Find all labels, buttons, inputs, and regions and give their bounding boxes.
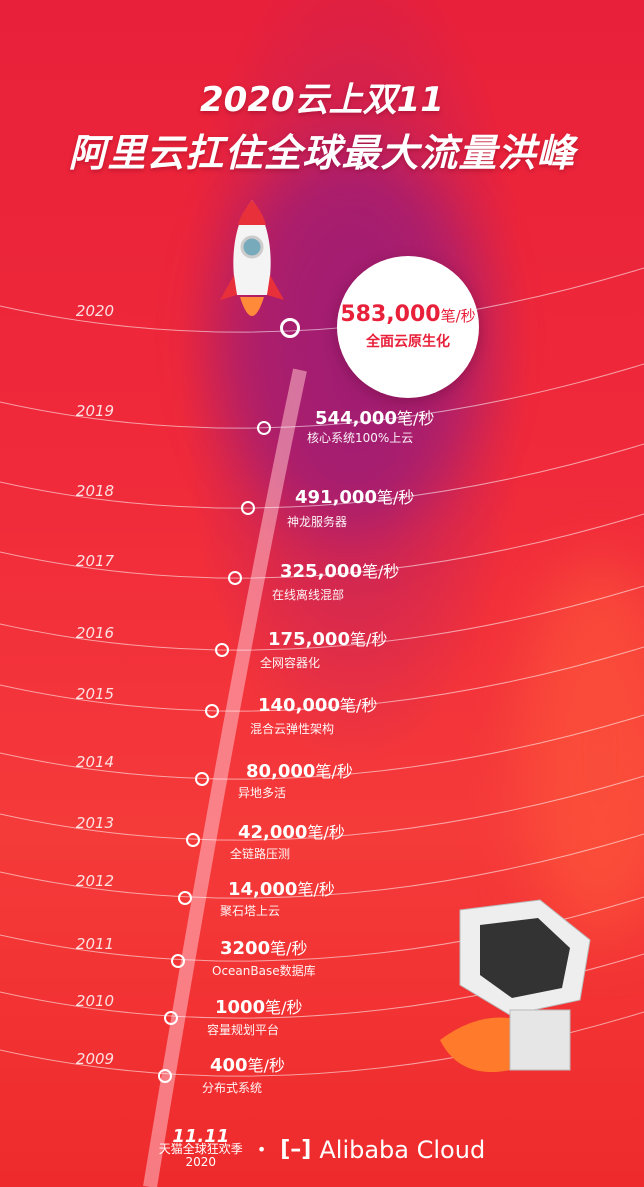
milestone-caption: 核心系统100%上云	[307, 431, 414, 445]
throughput-value: 1000笔/秒	[215, 994, 303, 1018]
throughput-number: 1000	[215, 997, 266, 1018]
milestone-caption: 聚石塔上云	[220, 904, 281, 918]
throughput-unit: 笔/秒	[307, 823, 345, 842]
highlight-circle: 583,000笔/秒 全面云原生化	[337, 256, 479, 398]
throughput-number: 400	[210, 1055, 248, 1076]
throughput-unit: 笔/秒	[339, 696, 378, 715]
milestone-caption: 异地多活	[238, 786, 287, 800]
highlight-caption: 全面云原生化	[366, 334, 450, 350]
year-label: 2013	[75, 814, 115, 832]
throughput-unit: 笔/秒	[315, 762, 353, 781]
year-label-2020: 2020	[75, 302, 115, 320]
year-label: 2011	[75, 935, 115, 953]
throughput-number: 3200	[220, 938, 271, 959]
throughput-value: 175,000笔/秒	[268, 626, 387, 650]
throughput-unit: 笔/秒	[349, 630, 388, 649]
throughput-number: 491,000	[295, 487, 377, 508]
milestone-caption: 容量规划平台	[207, 1023, 280, 1037]
timeline-dot	[205, 704, 219, 718]
timeline-dot	[257, 421, 271, 435]
year-label: 2014	[75, 753, 115, 771]
milestone-caption: 全网容器化	[260, 656, 321, 670]
throughput-number: 175,000	[268, 629, 350, 650]
milestone-caption: 在线离线混部	[272, 588, 345, 602]
footer: 11.11 天猫全球狂欢季 2020 • [–] Alibaba Cloud	[0, 1126, 644, 1169]
throughput-value: 491,000笔/秒	[295, 484, 414, 508]
throughput-number: 80,000	[246, 761, 316, 782]
timeline-dot-2020	[280, 318, 300, 338]
year-label: 2012	[75, 872, 115, 890]
throughput-value: 140,000笔/秒	[258, 692, 377, 716]
tmall-year: 2020	[185, 1155, 217, 1169]
throughput-unit: 笔/秒	[396, 409, 435, 428]
tmall-name: 天猫全球狂欢季	[158, 1142, 243, 1156]
throughput-unit: 笔/秒	[297, 880, 335, 899]
timeline-dot	[178, 891, 192, 905]
year-label: 2019	[75, 402, 115, 420]
throughput-number: 325,000	[280, 561, 362, 582]
alibaba-cloud-logo: [–] Alibaba Cloud	[280, 1136, 485, 1164]
alibaba-cloud-name: Alibaba Cloud	[319, 1135, 486, 1164]
orbit-line	[0, 646, 644, 712]
timeline-dot	[195, 772, 209, 786]
throughput-value: 400笔/秒	[210, 1052, 285, 1076]
orbit-line	[0, 363, 644, 429]
throughput-value: 14,000笔/秒	[228, 876, 335, 900]
title-line1: 2020云上双11	[200, 80, 444, 120]
orange-glow	[520, 560, 644, 940]
throughput-value: 80,000笔/秒	[246, 758, 353, 782]
orbit-line	[0, 833, 644, 899]
throughput-number: 42,000	[238, 822, 308, 843]
throughput-number: 544,000	[315, 408, 397, 429]
milestone-caption: 混合云弹性架构	[250, 722, 335, 736]
orbit-line	[0, 443, 644, 509]
year-label: 2010	[75, 992, 115, 1010]
highlight-unit: 笔/秒	[440, 307, 476, 325]
throughput-unit: 笔/秒	[265, 998, 303, 1017]
throughput-unit: 笔/秒	[361, 562, 400, 581]
throughput-value: 325,000笔/秒	[280, 558, 399, 582]
tmall-mark: 11.11	[172, 1126, 230, 1147]
throughput-unit: 笔/秒	[376, 488, 415, 507]
throughput-unit: 笔/秒	[247, 1056, 285, 1075]
throughput-value: 544,000笔/秒	[315, 405, 434, 429]
highlight-number: 583,000	[340, 302, 441, 327]
throughput-number: 140,000	[258, 695, 340, 716]
milestone-caption: 全链路压测	[230, 847, 291, 861]
year-label: 2017	[75, 552, 115, 570]
timeline-dot	[164, 1011, 178, 1025]
separator: •	[256, 1140, 267, 1159]
timeline-dot	[241, 501, 255, 515]
throughput-number: 14,000	[228, 879, 298, 900]
milestone-caption: 分布式系统	[202, 1081, 263, 1095]
timeline-dot	[215, 643, 229, 657]
timeline-dot	[186, 833, 200, 847]
timeline-dot	[228, 571, 242, 585]
timeline-dot	[171, 954, 185, 968]
orbit-line	[0, 585, 644, 651]
year-label: 2009	[75, 1050, 115, 1068]
throughput-unit: 笔/秒	[270, 939, 308, 958]
rocket-icon	[220, 200, 284, 316]
highlight-value: 583,000笔/秒	[337, 302, 479, 327]
robot-mascot-icon	[440, 899, 591, 1072]
orbit-line	[0, 513, 644, 579]
tmall-logo: 11.11 天猫全球狂欢季 2020	[158, 1126, 243, 1169]
throughput-value: 42,000笔/秒	[238, 819, 345, 843]
throughput-value: 3200笔/秒	[220, 935, 308, 959]
orbit-line	[0, 714, 644, 780]
milestone-caption: OceanBase数据库	[212, 964, 316, 978]
alibaba-cloud-icon: [–]	[280, 1137, 312, 1162]
year-label: 2016	[75, 624, 115, 642]
timeline-dot	[158, 1069, 172, 1083]
title-line2: 阿里云扛住全球最大流量洪峰	[68, 131, 576, 175]
milestone-caption: 神龙服务器	[287, 515, 348, 529]
year-label: 2018	[75, 482, 115, 500]
orbit-line	[0, 775, 644, 841]
orbit-line	[0, 267, 644, 333]
year-label: 2015	[75, 685, 115, 703]
rocket-trail	[143, 368, 307, 1187]
